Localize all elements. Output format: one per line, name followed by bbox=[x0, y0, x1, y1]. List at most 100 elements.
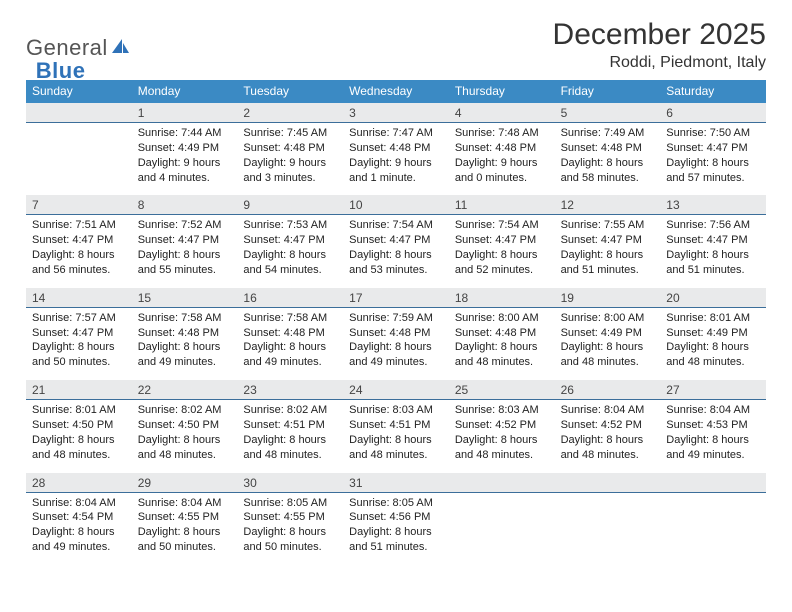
day-d1: Daylight: 8 hours bbox=[32, 433, 126, 448]
day-sunrise: Sunrise: 7:56 AM bbox=[666, 218, 760, 233]
day-number-cell: 20 bbox=[660, 288, 766, 308]
day-number-cell: 12 bbox=[555, 195, 661, 215]
detail-row: Sunrise: 7:51 AMSunset: 4:47 PMDaylight:… bbox=[26, 215, 766, 287]
day-sunrise: Sunrise: 8:03 AM bbox=[455, 403, 549, 418]
day-d1: Daylight: 8 hours bbox=[561, 433, 655, 448]
day-sunset: Sunset: 4:48 PM bbox=[455, 141, 549, 156]
day-sunrise: Sunrise: 7:49 AM bbox=[561, 126, 655, 141]
day-number-cell: 3 bbox=[343, 103, 449, 123]
daynum-row: 123456 bbox=[26, 103, 766, 123]
logo-word-blue: Blue bbox=[36, 58, 86, 84]
day-detail-cell: Sunrise: 7:51 AMSunset: 4:47 PMDaylight:… bbox=[26, 215, 132, 287]
day-number-cell: 5 bbox=[555, 103, 661, 123]
day-detail-cell: Sunrise: 7:50 AMSunset: 4:47 PMDaylight:… bbox=[660, 123, 766, 195]
day-number-cell: 13 bbox=[660, 195, 766, 215]
day-detail-cell: Sunrise: 7:58 AMSunset: 4:48 PMDaylight:… bbox=[132, 308, 238, 380]
day-number-cell: 19 bbox=[555, 288, 661, 308]
day-d1: Daylight: 9 hours bbox=[455, 156, 549, 171]
day-sunrise: Sunrise: 7:47 AM bbox=[349, 126, 443, 141]
logo: General Blue bbox=[26, 18, 85, 72]
day-sunrise: Sunrise: 7:48 AM bbox=[455, 126, 549, 141]
day-detail-cell: Sunrise: 7:56 AMSunset: 4:47 PMDaylight:… bbox=[660, 215, 766, 287]
day-d2: and 58 minutes. bbox=[561, 171, 655, 186]
day-number-cell: 14 bbox=[26, 288, 132, 308]
header: General Blue December 2025 Roddi, Piedmo… bbox=[26, 18, 766, 72]
day-number-cell: 4 bbox=[449, 103, 555, 123]
day-sunset: Sunset: 4:50 PM bbox=[138, 418, 232, 433]
day-d1: Daylight: 8 hours bbox=[243, 525, 337, 540]
day-sunrise: Sunrise: 8:05 AM bbox=[349, 496, 443, 511]
day-sunset: Sunset: 4:48 PM bbox=[349, 326, 443, 341]
day-d2: and 49 minutes. bbox=[666, 448, 760, 463]
day-d1: Daylight: 8 hours bbox=[138, 525, 232, 540]
day-d1: Daylight: 8 hours bbox=[138, 248, 232, 263]
day-number-cell: 30 bbox=[237, 473, 343, 493]
day-detail-cell bbox=[26, 123, 132, 195]
day-sunrise: Sunrise: 7:59 AM bbox=[349, 311, 443, 326]
day-d2: and 49 minutes. bbox=[349, 355, 443, 370]
day-number-cell: 15 bbox=[132, 288, 238, 308]
day-d2: and 53 minutes. bbox=[349, 263, 443, 278]
day-sunset: Sunset: 4:51 PM bbox=[243, 418, 337, 433]
day-sunset: Sunset: 4:47 PM bbox=[138, 233, 232, 248]
day-sunrise: Sunrise: 7:45 AM bbox=[243, 126, 337, 141]
daynum-row: 21222324252627 bbox=[26, 380, 766, 400]
day-d1: Daylight: 8 hours bbox=[349, 433, 443, 448]
day-d2: and 49 minutes. bbox=[243, 355, 337, 370]
day-detail-cell: Sunrise: 7:54 AMSunset: 4:47 PMDaylight:… bbox=[449, 215, 555, 287]
day-number-cell: 24 bbox=[343, 380, 449, 400]
day-sunset: Sunset: 4:48 PM bbox=[138, 326, 232, 341]
day-number-cell: 7 bbox=[26, 195, 132, 215]
day-d1: Daylight: 8 hours bbox=[455, 340, 549, 355]
title-block: December 2025 Roddi, Piedmont, Italy bbox=[553, 18, 766, 72]
day-d1: Daylight: 8 hours bbox=[561, 156, 655, 171]
day-number-cell bbox=[449, 473, 555, 493]
day-d2: and 48 minutes. bbox=[666, 355, 760, 370]
day-detail-cell: Sunrise: 8:04 AMSunset: 4:54 PMDaylight:… bbox=[26, 493, 132, 565]
day-detail-cell: Sunrise: 8:00 AMSunset: 4:49 PMDaylight:… bbox=[555, 308, 661, 380]
day-d1: Daylight: 8 hours bbox=[349, 340, 443, 355]
day-sunrise: Sunrise: 8:02 AM bbox=[138, 403, 232, 418]
day-d2: and 48 minutes. bbox=[561, 355, 655, 370]
day-d1: Daylight: 8 hours bbox=[349, 525, 443, 540]
sail-icon bbox=[110, 37, 130, 60]
day-d1: Daylight: 8 hours bbox=[455, 248, 549, 263]
day-detail-cell: Sunrise: 7:49 AMSunset: 4:48 PMDaylight:… bbox=[555, 123, 661, 195]
day-d1: Daylight: 8 hours bbox=[666, 433, 760, 448]
day-sunrise: Sunrise: 8:04 AM bbox=[561, 403, 655, 418]
day-detail-cell: Sunrise: 8:02 AMSunset: 4:50 PMDaylight:… bbox=[132, 400, 238, 472]
day-sunrise: Sunrise: 7:57 AM bbox=[32, 311, 126, 326]
day-d1: Daylight: 8 hours bbox=[561, 248, 655, 263]
day-sunrise: Sunrise: 8:00 AM bbox=[455, 311, 549, 326]
detail-row: Sunrise: 8:01 AMSunset: 4:50 PMDaylight:… bbox=[26, 400, 766, 472]
day-sunset: Sunset: 4:49 PM bbox=[561, 326, 655, 341]
day-sunset: Sunset: 4:49 PM bbox=[666, 326, 760, 341]
day-sunrise: Sunrise: 8:02 AM bbox=[243, 403, 337, 418]
day-number-cell: 2 bbox=[237, 103, 343, 123]
day-sunset: Sunset: 4:47 PM bbox=[32, 326, 126, 341]
day-detail-cell: Sunrise: 7:57 AMSunset: 4:47 PMDaylight:… bbox=[26, 308, 132, 380]
day-number-cell: 1 bbox=[132, 103, 238, 123]
detail-row: Sunrise: 7:57 AMSunset: 4:47 PM Daylight:… bbox=[26, 308, 766, 380]
day-number-cell: 17 bbox=[343, 288, 449, 308]
day-d2: and 48 minutes. bbox=[243, 448, 337, 463]
day-sunrise: Sunrise: 7:54 AM bbox=[349, 218, 443, 233]
day-detail-cell: Sunrise: 7:58 AMSunset: 4:48 PMDaylight:… bbox=[237, 308, 343, 380]
day-d1: Daylight: 8 hours bbox=[138, 340, 232, 355]
day-sunset: Sunset: 4:54 PM bbox=[32, 510, 126, 525]
weekday-header: Thursday bbox=[449, 80, 555, 103]
day-detail-cell: Sunrise: 7:53 AMSunset: 4:47 PMDaylight:… bbox=[237, 215, 343, 287]
day-d2: and 56 minutes. bbox=[32, 263, 126, 278]
day-d2: and 55 minutes. bbox=[138, 263, 232, 278]
page: General Blue December 2025 Roddi, Piedmo… bbox=[0, 0, 792, 565]
day-sunset: Sunset: 4:50 PM bbox=[32, 418, 126, 433]
day-sunrise: Sunrise: 7:54 AM bbox=[455, 218, 549, 233]
day-number-cell: 21 bbox=[26, 380, 132, 400]
day-number-cell bbox=[555, 473, 661, 493]
day-d2: and 0 minutes. bbox=[455, 171, 549, 186]
day-sunset: Sunset: 4:48 PM bbox=[561, 141, 655, 156]
weekday-header-row: Sunday Monday Tuesday Wednesday Thursday… bbox=[26, 80, 766, 103]
day-d2: and 48 minutes. bbox=[455, 355, 549, 370]
day-d2: and 51 minutes. bbox=[561, 263, 655, 278]
detail-row: Sunrise: 8:04 AMSunset: 4:54 PMDaylight:… bbox=[26, 493, 766, 565]
